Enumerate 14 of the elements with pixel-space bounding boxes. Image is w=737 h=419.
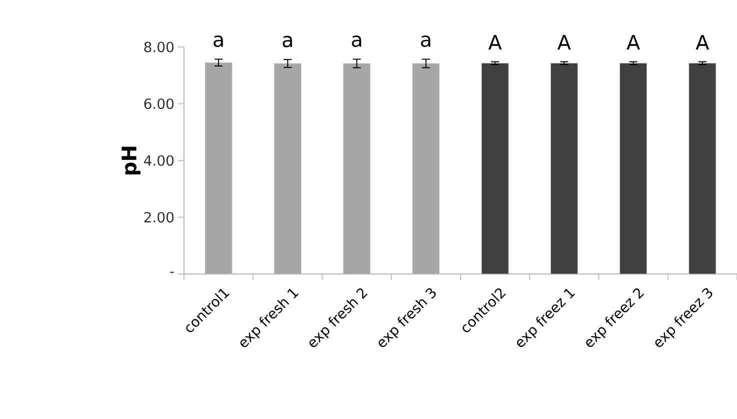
annotation: a: [352, 36, 362, 47]
y-tick-label: 2.00: [144, 212, 174, 223]
annotation: a: [282, 36, 292, 48]
annotation: a: [214, 36, 223, 47]
annotation: A: [626, 34, 640, 50]
y-tick-label: 6.00: [144, 98, 174, 110]
annotation: a: [421, 36, 430, 47]
y-axis-title: pH: [122, 146, 140, 174]
y-tick-label: 4.00: [144, 155, 174, 166]
y-tick-label: 8.00: [144, 42, 174, 52]
annotation: A: [557, 34, 571, 50]
y-tick-label: -: [170, 272, 174, 273]
annotation: A: [488, 34, 502, 50]
annotation: A: [696, 34, 710, 50]
